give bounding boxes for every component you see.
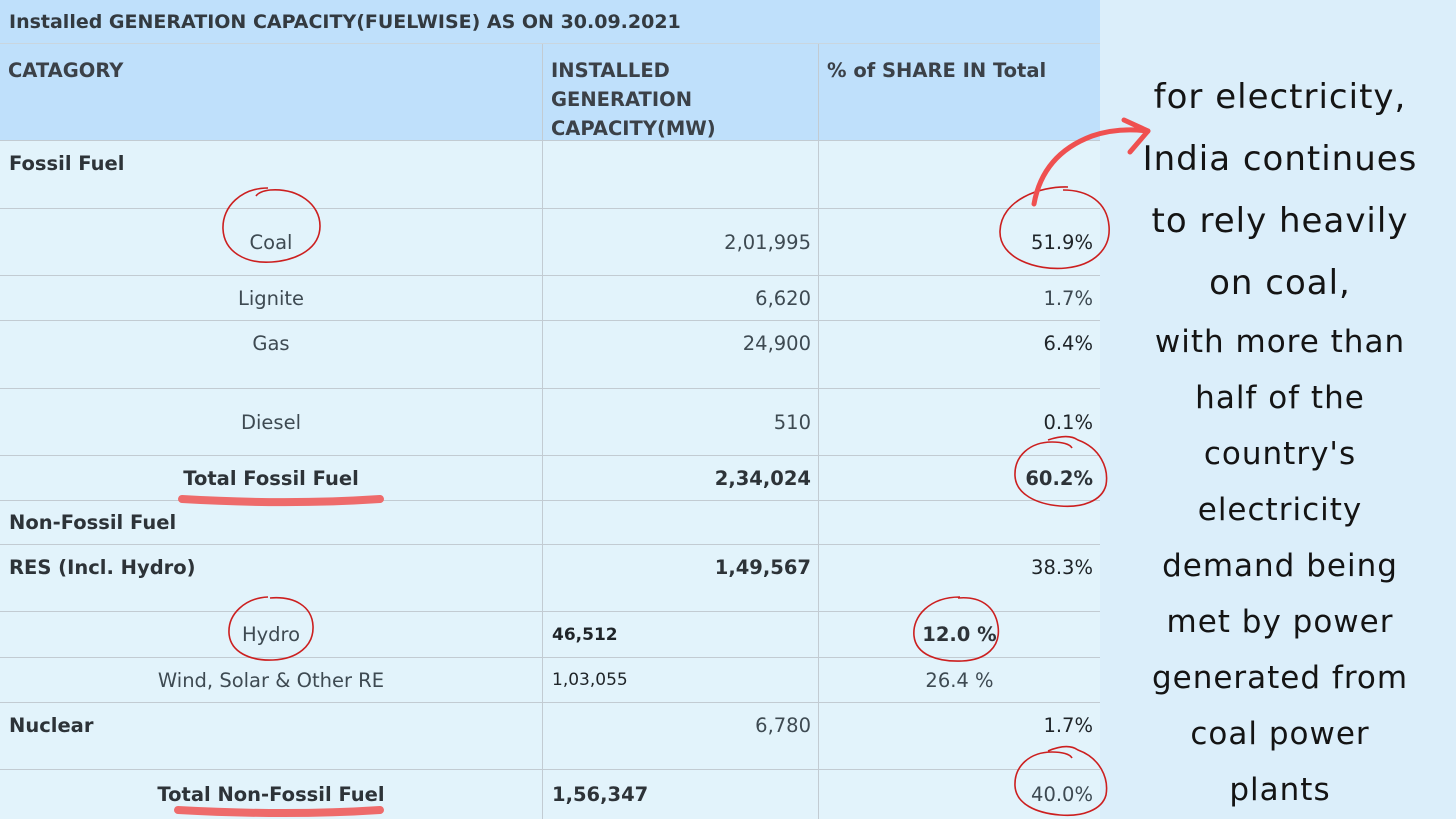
capacity-cell: 1,03,055 — [542, 658, 818, 702]
note-line: half of the — [1195, 380, 1365, 416]
share-cell: 0.1% — [818, 389, 1100, 455]
category-cell: Gas — [252, 332, 290, 355]
table-row: Coal 2,01,995 51.9% — [0, 209, 1100, 276]
share-cell: 26.4 % — [818, 658, 1100, 702]
table-row: Lignite 6,620 1.7% — [0, 276, 1100, 321]
table-row: Total Non-Fossil Fuel 1,56,347 40.0% — [0, 770, 1100, 819]
capacity-cell: 46,512 — [542, 612, 818, 657]
share-cell: 60.2% — [818, 456, 1100, 500]
category-cell: Fossil Fuel — [9, 152, 125, 175]
capacity-cell: 1,49,567 — [542, 545, 818, 611]
share-cell — [818, 501, 1100, 544]
capacity-cell: 6,620 — [542, 276, 818, 320]
table-row: Fossil Fuel — [0, 141, 1100, 209]
share-cell: 1.7% — [818, 276, 1100, 320]
note-line: with more than — [1154, 324, 1406, 360]
table-header-row: CATAGORY INSTALLED GENERATION CAPACITY(M… — [0, 44, 1100, 141]
note-line: generated from — [1151, 660, 1409, 696]
header-capacity: INSTALLED GENERATION CAPACITY(MW) — [542, 44, 818, 140]
capacity-cell: 2,01,995 — [542, 209, 818, 275]
note-line: met by power — [1166, 604, 1394, 640]
capacity-cell — [542, 141, 818, 208]
table-row: Diesel 510 0.1% — [0, 389, 1100, 456]
note-line: electricity — [1197, 492, 1363, 528]
note-line: for electricity, — [1153, 77, 1407, 117]
category-cell: Hydro — [241, 623, 301, 646]
capacity-cell: 2,34,024 — [542, 456, 818, 500]
share-cell — [818, 141, 1100, 208]
table-row: Total Fossil Fuel 2,34,024 60.2% — [0, 456, 1100, 501]
capacity-cell: 6,780 — [542, 703, 818, 769]
table-row: Non-Fossil Fuel — [0, 501, 1100, 545]
share-cell: 51.9% — [818, 209, 1100, 275]
category-cell: Coal — [249, 230, 293, 254]
note-line: country's — [1203, 436, 1357, 472]
category-cell: Lignite — [237, 286, 305, 310]
category-cell: Diesel — [240, 410, 301, 434]
category-cell: RES (Incl. Hydro) — [9, 556, 196, 579]
capacity-table: Installed GENERATION CAPACITY(FUELWISE) … — [0, 0, 1100, 819]
header-share: % of SHARE IN Total — [818, 44, 1100, 140]
share-cell: 40.0% — [818, 770, 1100, 819]
table-row: RES (Incl. Hydro) 1,49,567 38.3% — [0, 545, 1100, 612]
category-cell: Nuclear — [9, 714, 94, 737]
table-row: Nuclear 6,780 1.7% — [0, 703, 1100, 770]
capacity-cell: 1,56,347 — [542, 770, 818, 819]
share-cell: 1.7% — [818, 703, 1100, 769]
category-cell: Wind, Solar & Other RE — [157, 668, 385, 692]
category-cell: Total Non-Fossil Fuel — [157, 783, 385, 806]
note-line: to rely heavily — [1151, 201, 1409, 241]
note-line: demand being — [1162, 548, 1398, 584]
note-line: plants — [1229, 772, 1331, 808]
share-cell: 38.3% — [818, 545, 1100, 611]
capacity-cell — [542, 501, 818, 544]
note-line: on coal, — [1209, 263, 1351, 303]
category-cell: Total Fossil Fuel — [183, 466, 359, 490]
table-title: Installed GENERATION CAPACITY(FUELWISE) … — [0, 0, 1100, 44]
note-line: India continues — [1142, 139, 1418, 179]
table-row: Wind, Solar & Other RE 1,03,055 26.4 % — [0, 658, 1100, 703]
table-row: Hydro 46,512 12.0 % — [0, 612, 1100, 658]
header-category: CATAGORY — [8, 59, 124, 82]
share-cell: 12.0 % — [818, 612, 1100, 657]
share-cell: 6.4% — [818, 321, 1100, 388]
capacity-cell: 24,900 — [542, 321, 818, 388]
note-line: coal power — [1190, 716, 1370, 752]
annotation-note: for electricity, India continues to rely… — [1130, 66, 1430, 818]
category-cell: Non-Fossil Fuel — [9, 511, 177, 534]
table-row: Gas 24,900 6.4% — [0, 321, 1100, 389]
capacity-cell: 510 — [542, 389, 818, 455]
